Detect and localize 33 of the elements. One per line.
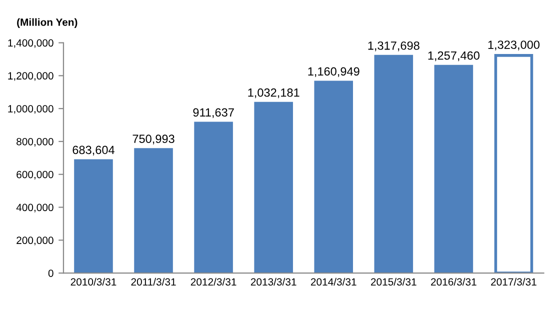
data-label: 683,604 — [72, 146, 114, 156]
x-tick-label: 2015/3/31 — [371, 278, 416, 286]
data-label: 1,160,949 — [308, 67, 360, 77]
data-label: 1,323,000 — [488, 40, 540, 50]
bar — [74, 159, 113, 274]
x-tick-label: 2010/3/31 — [70, 278, 116, 286]
bar — [254, 102, 293, 274]
x-tick-label: 2013/3/31 — [250, 278, 296, 286]
data-label: 911,637 — [193, 108, 234, 118]
x-tick-label: 2017/3/31 — [491, 278, 536, 286]
bar — [494, 54, 534, 274]
y-tick-label: 200,000 — [16, 236, 54, 246]
x-tick-label: 2011/3/31 — [131, 278, 176, 286]
y-tick-label: 1,000,000 — [8, 105, 54, 114]
y-tick-label: 1,200,000 — [8, 72, 54, 81]
bar — [134, 148, 173, 274]
data-label: 1,317,698 — [368, 41, 420, 52]
y-tick-label: 600,000 — [16, 170, 54, 180]
data-label: 750,993 — [132, 134, 174, 144]
bar — [434, 64, 474, 274]
bar — [314, 80, 354, 274]
x-tick-label: 2012/3/31 — [190, 278, 236, 286]
bar — [194, 122, 233, 274]
y-tick-label: 0 — [48, 270, 54, 277]
y-tick-label: 400,000 — [16, 204, 54, 212]
x-tick-label: 2014/3/31 — [310, 278, 356, 286]
y-axis-title: (Million Yen) — [17, 18, 78, 28]
y-tick-label: 800,000 — [16, 138, 54, 147]
data-label: 1,032,181 — [248, 88, 300, 98]
bar — [374, 54, 414, 274]
x-tick-label: 2016/3/31 — [431, 278, 476, 286]
y-tick-label: 1,400,000 — [8, 39, 54, 48]
data-label: 1,257,460 — [428, 51, 480, 62]
